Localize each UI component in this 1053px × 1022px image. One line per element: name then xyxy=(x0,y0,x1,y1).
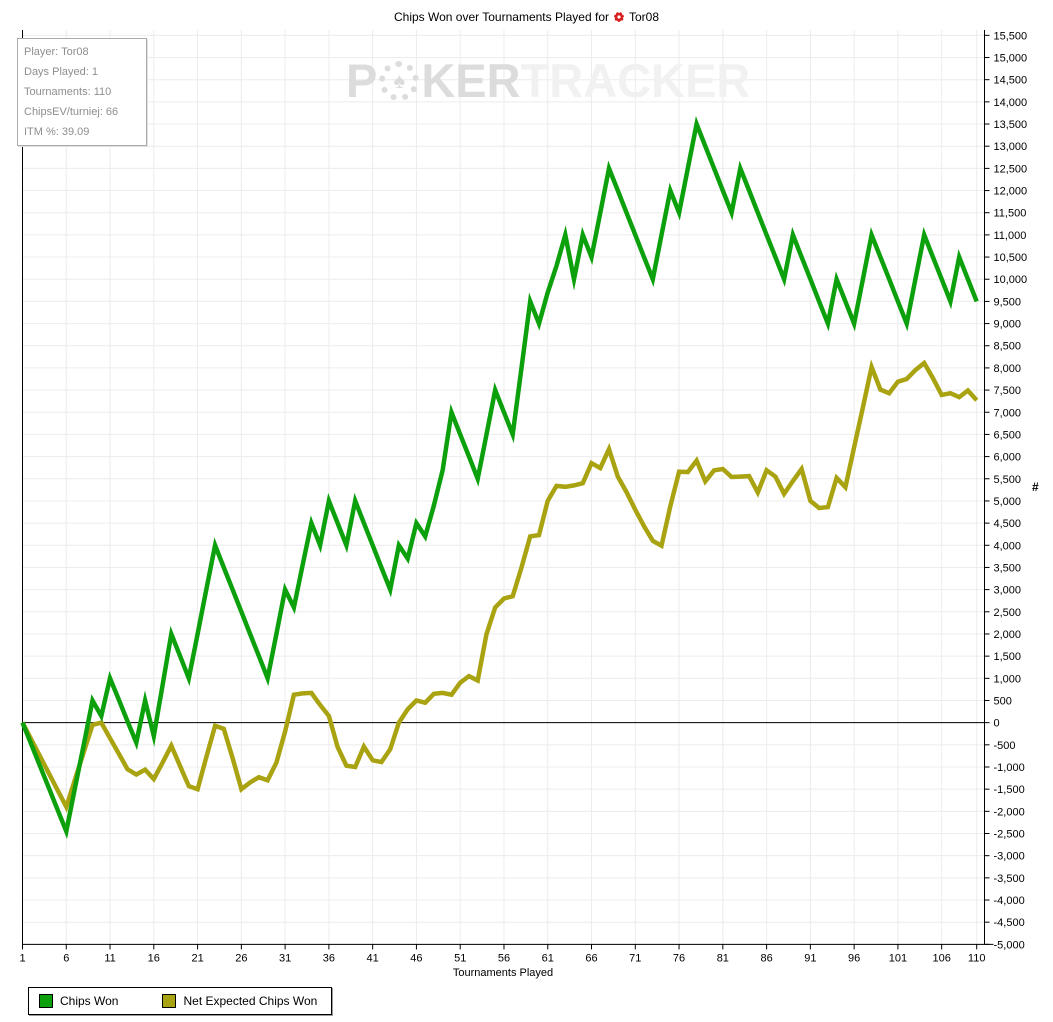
y-tick-label: 13,500 xyxy=(994,119,1028,131)
y-tick-label: -1,500 xyxy=(994,784,1025,796)
x-tick-label: 46 xyxy=(410,952,422,964)
y-tick-label: 12,500 xyxy=(994,163,1028,175)
y-tick-label: 1,500 xyxy=(994,651,1022,663)
x-tick-label: 56 xyxy=(498,952,510,964)
watermark-text-tracker: TRACKER xyxy=(520,54,751,107)
x-tick-label: 96 xyxy=(848,952,860,964)
y-tick-label: 4,500 xyxy=(994,518,1022,530)
y-tick-label: 2,000 xyxy=(994,629,1022,641)
y-tick-label: 500 xyxy=(994,695,1012,707)
x-tick-label: 61 xyxy=(542,952,554,964)
y-tick-label: 5,500 xyxy=(994,474,1022,486)
y-tick-label: 4,000 xyxy=(994,540,1022,552)
x-tick-label: 51 xyxy=(454,952,466,964)
y-tick-label: 7,000 xyxy=(994,407,1022,419)
x-tick-label: 6 xyxy=(63,952,69,964)
y-tick-label: 12,000 xyxy=(994,186,1028,198)
y-tick-label: -3,500 xyxy=(994,873,1025,885)
y-tick-label: 9,000 xyxy=(994,319,1022,331)
y-tick-label: 1,000 xyxy=(994,673,1022,685)
y-tick-label: 15,000 xyxy=(994,53,1028,65)
y-tick-label: 3,000 xyxy=(994,585,1022,597)
y-tick-label: 0 xyxy=(994,718,1000,730)
y-tick-label: -3,000 xyxy=(994,851,1025,863)
y-tick-label: -4,000 xyxy=(994,895,1025,907)
x-tick-label: 66 xyxy=(585,952,597,964)
chips-won-label: Chips Won xyxy=(60,994,119,1008)
y-tick-label: 10,000 xyxy=(994,274,1028,286)
x-tick-label: 81 xyxy=(717,952,729,964)
x-tick-label: 31 xyxy=(279,952,291,964)
x-tick-label: 1 xyxy=(19,952,25,964)
y-tick-label: -4,500 xyxy=(994,917,1025,929)
y-tick-label: 5,000 xyxy=(994,496,1022,508)
x-axis-title: Tournaments Played xyxy=(452,967,554,979)
net-expected-label: Net Expected Chips Won xyxy=(183,994,318,1008)
chips-won-swatch xyxy=(39,994,53,1008)
y-tick-label: 2,500 xyxy=(994,607,1022,619)
y-tick-label: 6,500 xyxy=(994,429,1022,441)
y-tick-label: 3,500 xyxy=(994,562,1022,574)
stats-info-box: Player: Tor08 Days Played: 1 Tournaments… xyxy=(17,38,147,146)
y-tick-label: 14,000 xyxy=(994,97,1028,109)
legend-item-net-expected: Net Expected Chips Won xyxy=(162,994,317,1008)
y-tick-label: -2,000 xyxy=(994,806,1025,818)
y-tick-label: 11,500 xyxy=(994,208,1027,220)
x-tick-label: 71 xyxy=(629,952,641,964)
x-tick-label: 106 xyxy=(933,952,951,964)
x-tick-label: 110 xyxy=(968,952,986,964)
y-tick-label: 9,500 xyxy=(994,296,1022,308)
info-itm-percent: ITM %: 39.09 xyxy=(24,126,90,138)
watermark-text-p: P xyxy=(346,54,378,107)
y-tick-label: 6,000 xyxy=(994,452,1022,464)
chart-title-text: Chips Won over Tournaments Played for xyxy=(393,10,609,24)
watermark-text-ker: KER xyxy=(421,54,521,107)
x-tick-label: 86 xyxy=(760,952,772,964)
chart-title: Chips Won over Tournaments Played for To… xyxy=(0,10,1053,24)
net-expected-line xyxy=(20,359,979,813)
y-tick-label: 7,500 xyxy=(994,385,1022,397)
info-chips-ev: ChipsEV/turniej: 66 xyxy=(24,106,119,118)
x-tick-label: 41 xyxy=(367,952,379,964)
y-tick-label: 14,500 xyxy=(994,75,1028,87)
y-tick-label: 8,000 xyxy=(994,363,1022,375)
info-days-played: Days Played: 1 xyxy=(24,66,98,78)
y-tick-label: 10,500 xyxy=(994,252,1028,264)
x-tick-label: 16 xyxy=(148,952,160,964)
chips-won-line xyxy=(20,116,979,840)
y-tick-label: 11,000 xyxy=(994,230,1027,242)
poker-chip-icon xyxy=(613,11,625,23)
info-tournaments: Tournaments: 110 xyxy=(24,86,112,98)
x-tick-label: 101 xyxy=(889,952,907,964)
info-player: Player: Tor08 xyxy=(24,46,89,58)
pokertracker-watermark: P ♠ KER TRACKER xyxy=(346,57,750,104)
y-tick-label: -2,500 xyxy=(994,829,1025,841)
y-tick-label: -5,000 xyxy=(994,939,1025,951)
legend-box: Chips Won Net Expected Chips Won xyxy=(28,987,333,1015)
x-tick-label: 36 xyxy=(323,952,335,964)
x-tick-label: 76 xyxy=(673,952,685,964)
x-tick-label: 21 xyxy=(191,952,203,964)
y-tick-label: -500 xyxy=(994,740,1016,752)
watermark-chip-icon: ♠ xyxy=(379,60,420,101)
x-tick-label: 26 xyxy=(235,952,247,964)
y-tick-label: 8,500 xyxy=(994,341,1022,353)
x-tick-label: 11 xyxy=(104,952,115,964)
y-tick-label: 15,500 xyxy=(994,30,1028,42)
y-tick-label: -1,000 xyxy=(994,762,1025,774)
legend-item-chips-won: Chips Won xyxy=(39,994,118,1008)
net-expected-swatch xyxy=(162,994,177,1008)
y-tick-label: 13,000 xyxy=(994,141,1028,153)
x-tick-label: 91 xyxy=(804,952,816,964)
y-axis-title: # xyxy=(1032,480,1039,494)
chart-title-player: Tor08 xyxy=(628,10,660,24)
